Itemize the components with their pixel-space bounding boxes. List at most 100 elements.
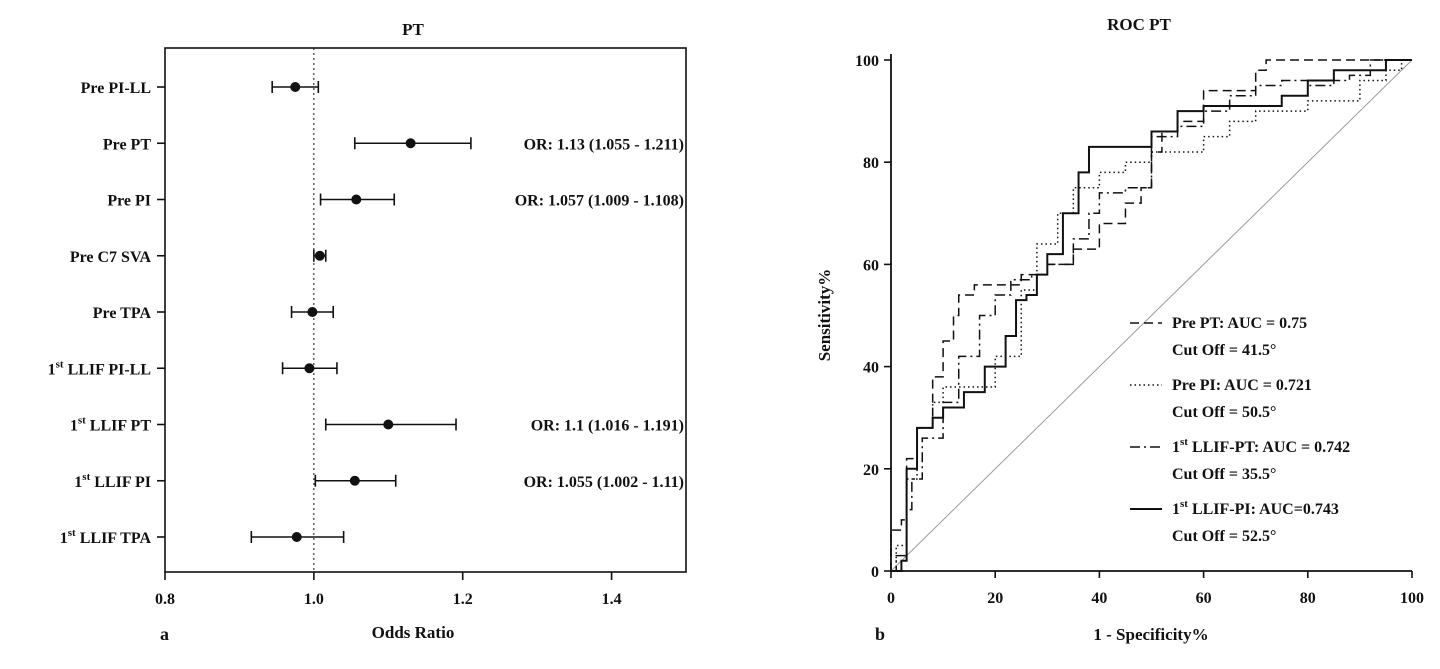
roc-y-tick-label: 100 [855, 53, 879, 70]
forest-row: Pre C7 SVA [70, 249, 327, 266]
roc-x-tick-label: 0 [887, 590, 895, 607]
roc-axes: 0 20 40 60 80 100 0 20 40 60 80 100 [855, 53, 1424, 607]
forest-row-label-rest: LLIF PI-LL [64, 361, 151, 378]
legend-series-name: Pre PT: AUC = 0.75 [1172, 315, 1307, 332]
legend-name-sup: st [1180, 498, 1188, 510]
forest-row: 1st LLIF PI OR: 1.055 (1.002 - 1.11) [74, 471, 684, 491]
legend-name-rest: LLIF-PI: AUC=0.743 [1188, 501, 1339, 518]
legend-cutoff: Cut Off = 52.5° [1172, 528, 1276, 545]
forest-row-label-main: 1 [70, 418, 78, 435]
forest-row: Pre PT OR: 1.13 (1.055 - 1.211) [103, 136, 684, 153]
odds-ratio-point [405, 138, 416, 149]
roc-x-tick-label: 40 [1091, 590, 1107, 607]
forest-plot-panel: PT Pre PI-LL Pre PT OR: 1.13 (1.055 - 1.21… [48, 20, 687, 644]
legend-name-main: 1 [1172, 501, 1180, 518]
legend-name-main: Pre PI: AUC = 0.721 [1172, 377, 1312, 394]
forest-row-label: 1st LLIF PT [70, 415, 151, 435]
odds-ratio-point [304, 363, 315, 374]
roc-x-tick-label: 100 [1400, 590, 1424, 607]
legend-series-name: 1st LLIF-PT: AUC = 0.742 [1172, 436, 1350, 456]
forest-row-label: Pre PI [107, 193, 151, 210]
legend-entry: Pre PI: AUC = 0.721 Cut Off = 50.5° [1130, 377, 1312, 421]
forest-row-label-main: 1 [60, 530, 68, 547]
legend-cutoff: Cut Off = 35.5° [1172, 466, 1276, 483]
forest-row: 1st LLIF PI-LL [48, 358, 338, 378]
panel-label-a: a [160, 624, 169, 644]
forest-row-label: Pre PT [103, 136, 151, 153]
roc-series-line [891, 59, 1412, 572]
roc-title: ROC PT [1107, 15, 1171, 34]
chance-diagonal-line [890, 59, 1413, 572]
roc-series [890, 59, 1412, 572]
roc-reference-diagonal [890, 59, 1413, 572]
forest-plot-frame [164, 47, 687, 573]
odds-ratio-point [351, 194, 362, 205]
roc-y-tick-label: 80 [863, 155, 879, 172]
forest-row-label: Pre TPA [93, 305, 152, 322]
roc-x-axis-label: 1 - Specificity% [1093, 625, 1208, 644]
roc-y-tick-label: 60 [863, 257, 879, 274]
odds-ratio-point [314, 250, 325, 261]
forest-row-label-main: 1 [48, 361, 56, 378]
forest-row-label-rest: LLIF TPA [76, 530, 152, 547]
forest-row-label-main: Pre PI [107, 193, 151, 210]
forest-row-label-sup: st [78, 415, 86, 427]
legend-name-rest: LLIF-PT: AUC = 0.742 [1188, 439, 1350, 456]
legend-entry: Pre PT: AUC = 0.75 Cut Off = 41.5° [1130, 315, 1307, 359]
forest-row-label-rest: LLIF PT [86, 418, 152, 435]
forest-x-tick-label: 1.2 [453, 591, 473, 608]
odds-ratio-point [291, 532, 302, 542]
forest-row: Pre TPA [93, 305, 335, 322]
forest-row-label-main: Pre C7 SVA [70, 249, 152, 266]
legend-name-main: 1 [1172, 439, 1180, 456]
odds-ratio-annotation: OR: 1.13 (1.055 - 1.211) [524, 136, 684, 153]
odds-ratio-point [383, 419, 394, 430]
roc-legend: Pre PT: AUC = 0.75 Cut Off = 41.5° Pre PI:… [1130, 315, 1350, 545]
forest-x-tick-label: 1.0 [304, 591, 324, 608]
forest-row-label-sup: st [82, 471, 90, 483]
legend-series-name: Pre PI: AUC = 0.721 [1172, 377, 1312, 394]
roc-series-line [891, 59, 1412, 572]
forest-row-label-main: Pre TPA [93, 305, 152, 322]
forest-row-label: 1st LLIF PI [74, 471, 151, 491]
legend-name-main: Pre PT: AUC = 0.75 [1172, 315, 1307, 332]
roc-plot-panel: ROC PT 0 20 40 60 80 100 0 20 40 60 80 100 Pre PT: … [815, 15, 1424, 644]
forest-row-label: 1st LLIF TPA [60, 527, 152, 547]
roc-y-tick-label: 20 [863, 462, 879, 479]
forest-x-axis-label: Odds Ratio [372, 623, 455, 642]
forest-row-label: Pre PI-LL [81, 80, 151, 97]
legend-entry: 1st LLIF-PT: AUC = 0.742 Cut Off = 35.5° [1130, 436, 1350, 483]
roc-x-tick-label: 60 [1196, 590, 1212, 607]
odds-ratio-point [349, 475, 360, 486]
forest-row: Pre PI-LL [81, 80, 320, 97]
forest-row-label-main: Pre PT [103, 136, 151, 153]
forest-row: Pre PI OR: 1.057 (1.009 - 1.108) [107, 193, 684, 210]
roc-x-tick-label: 20 [987, 590, 1003, 607]
forest-row-label-rest: LLIF PI [90, 474, 151, 491]
legend-entry: 1st LLIF-PI: AUC=0.743 Cut Off = 52.5° [1130, 498, 1339, 545]
forest-row-label-sup: st [68, 527, 76, 539]
forest-x-axis: 0.8 1.0 1.2 1.4 [155, 572, 622, 608]
forest-x-tick-label: 1.4 [602, 591, 622, 608]
forest-row-label-main: Pre PI-LL [81, 80, 151, 97]
legend-cutoff: Cut Off = 50.5° [1172, 404, 1276, 421]
forest-row-label-sup: st [56, 358, 64, 370]
forest-title: PT [402, 20, 424, 39]
forest-row: 1st LLIF PT OR: 1.1 (1.016 - 1.191) [70, 415, 684, 435]
odds-ratio-point [290, 82, 301, 92]
legend-name-sup: st [1180, 436, 1188, 448]
legend-cutoff: Cut Off = 41.5° [1172, 342, 1276, 359]
forest-row-label: 1st LLIF PI-LL [48, 358, 151, 378]
forest-row-label-main: 1 [74, 474, 82, 491]
roc-y-tick-label: 40 [863, 360, 879, 377]
odds-ratio-annotation: OR: 1.057 (1.009 - 1.108) [515, 193, 684, 210]
roc-x-tick-label: 80 [1300, 590, 1316, 607]
panel-label-b: b [875, 624, 885, 644]
roc-y-tick-label: 0 [871, 564, 879, 581]
odds-ratio-point [307, 307, 318, 317]
odds-ratio-annotation: OR: 1.055 (1.002 - 1.11) [524, 474, 684, 491]
odds-ratio-annotation: OR: 1.1 (1.016 - 1.191) [531, 418, 684, 435]
forest-x-tick-label: 0.8 [155, 591, 175, 608]
roc-y-axis-label: Sensitivity% [815, 269, 834, 362]
